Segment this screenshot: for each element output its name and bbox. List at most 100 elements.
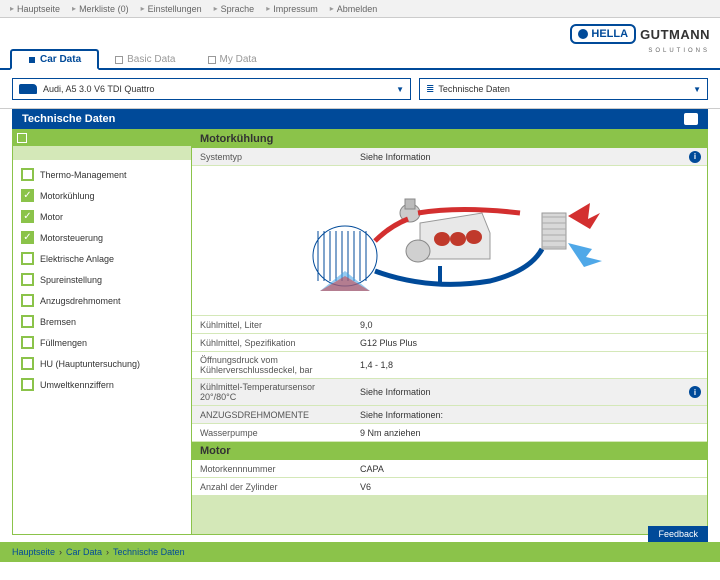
checkbox[interactable]: [21, 315, 34, 328]
chevron-down-icon: ▼: [396, 85, 404, 94]
top-nav: HauptseiteMerkliste (0)EinstellungenSpra…: [0, 0, 720, 18]
data-row: ANZUGSDREHMOMENTESiehe Informationen:: [192, 406, 707, 424]
category-label: Anzugsdrehmoment: [40, 296, 121, 306]
tab-icon: [28, 56, 36, 64]
row-value: Siehe Information: [352, 384, 689, 400]
category-item[interactable]: Bremsen: [13, 311, 191, 332]
category-item[interactable]: HU (Hauptuntersuchung): [13, 353, 191, 374]
header: HELLA GUTMANN SOLUTIONS: [0, 18, 720, 50]
tab-car-data[interactable]: Car Data: [10, 49, 99, 70]
selector-row: Audi, A5 3.0 V6 TDI Quattro ▼ ≣ Technisc…: [0, 70, 720, 109]
checkbox[interactable]: ✓: [21, 189, 34, 202]
row-label: Kühlmittel, Liter: [192, 317, 352, 333]
data-row: Anzahl der ZylinderV6: [192, 478, 707, 496]
checkbox[interactable]: [21, 168, 34, 181]
row-value: Siehe Information: [352, 149, 689, 165]
topnav-item[interactable]: Merkliste (0): [66, 4, 135, 14]
category-item[interactable]: Füllmengen: [13, 332, 191, 353]
checkbox[interactable]: [21, 252, 34, 265]
checkbox[interactable]: [21, 357, 34, 370]
checkbox[interactable]: [21, 378, 34, 391]
info-icon[interactable]: i: [689, 386, 701, 398]
category-item[interactable]: Anzugsdrehmoment: [13, 290, 191, 311]
hella-logo: HELLA: [570, 24, 636, 44]
category-label: Motorsteuerung: [40, 233, 103, 243]
data-row: Kühlmittel-Temperatursensor 20°/80°CSieh…: [192, 379, 707, 406]
row-label: Systemtyp: [192, 149, 352, 165]
breadcrumb-separator: ›: [106, 547, 109, 557]
category-item[interactable]: Spureinstellung: [13, 269, 191, 290]
category-item[interactable]: Umweltkennziffern: [13, 374, 191, 395]
datatype-selector-text: Technische Daten: [438, 84, 693, 94]
feedback-button[interactable]: Feedback: [648, 526, 708, 542]
data-row: Öffnungsdruck vom Kühlerverschlussdeckel…: [192, 352, 707, 379]
checkbox[interactable]: ✓: [21, 231, 34, 244]
book-icon: ≣: [426, 84, 434, 95]
sidebar-header: [13, 130, 191, 146]
tab-basic-data[interactable]: Basic Data: [99, 51, 191, 68]
topnav-item[interactable]: Sprache: [208, 4, 261, 14]
row-value: Siehe Informationen:: [352, 407, 707, 423]
topnav-item[interactable]: Abmelden: [324, 4, 384, 14]
category-item[interactable]: Elektrische Anlage: [13, 248, 191, 269]
collapse-icon[interactable]: [17, 133, 27, 143]
vehicle-selector-text: Audi, A5 3.0 V6 TDI Quattro: [43, 84, 396, 94]
category-sidebar: Thermo-Management✓Motorkühlung✓Motor✓Mot…: [12, 129, 192, 535]
row-value: G12 Plus Plus: [352, 335, 707, 351]
breadcrumb-item[interactable]: Technische Daten: [113, 547, 185, 557]
category-label: HU (Hauptuntersuchung): [40, 359, 140, 369]
breadcrumb-bar: Hauptseite › Car Data › Technische Daten: [0, 542, 720, 562]
data-row: Kühlmittel, SpezifikationG12 Plus Plus: [192, 334, 707, 352]
tab-icon: [208, 56, 216, 64]
category-label: Bremsen: [40, 317, 76, 327]
datatype-selector[interactable]: ≣ Technische Daten ▼: [419, 78, 708, 100]
cooling-system-diagram: [192, 166, 707, 316]
row-label: Öffnungsdruck vom Kühlerverschlussdeckel…: [192, 352, 352, 378]
breadcrumb-item[interactable]: Hauptseite: [12, 547, 55, 557]
gutmann-logo: GUTMANN: [640, 27, 710, 42]
checkbox[interactable]: [21, 336, 34, 349]
topnav-item[interactable]: Einstellungen: [135, 4, 208, 14]
category-item[interactable]: ✓Motor: [13, 206, 191, 227]
category-label: Motorkühlung: [40, 191, 95, 201]
topnav-item[interactable]: Impressum: [260, 4, 324, 14]
row-value: CAPA: [352, 461, 707, 477]
breadcrumb-item[interactable]: Car Data: [66, 547, 102, 557]
tab-label: My Data: [220, 54, 257, 65]
panel-titlebar: Technische Daten: [12, 109, 708, 129]
category-item[interactable]: Thermo-Management: [13, 164, 191, 185]
tab-my-data[interactable]: My Data: [192, 51, 273, 68]
row-label: ANZUGSDREHMOMENTE: [192, 407, 352, 423]
checkbox[interactable]: [21, 273, 34, 286]
row-label: Kühlmittel-Temperatursensor 20°/80°C: [192, 379, 352, 405]
data-row: Wasserpumpe9 Nm anziehen: [192, 424, 707, 442]
section-header: Motor: [192, 442, 707, 460]
section-header: Motorkühlung: [192, 130, 707, 148]
data-row: MotorkennnummerCAPA: [192, 460, 707, 478]
category-label: Elektrische Anlage: [40, 254, 114, 264]
row-label: Motorkennnummer: [192, 461, 352, 477]
topnav-item[interactable]: Hauptseite: [4, 4, 66, 14]
category-label: Spureinstellung: [40, 275, 102, 285]
tab-label: Car Data: [40, 54, 81, 65]
print-icon[interactable]: [684, 113, 698, 125]
info-icon[interactable]: i: [689, 151, 701, 163]
row-value: 1,4 - 1,8: [352, 357, 707, 373]
brand-subtitle: SOLUTIONS: [648, 48, 710, 54]
category-label: Umweltkennziffern: [40, 380, 114, 390]
checkbox[interactable]: [21, 294, 34, 307]
chevron-down-icon: ▼: [693, 85, 701, 94]
checkbox[interactable]: ✓: [21, 210, 34, 223]
content-panel[interactable]: MotorkühlungSystemtypSiehe InformationiK…: [192, 129, 708, 535]
main-area: Thermo-Management✓Motorkühlung✓Motor✓Mot…: [0, 129, 720, 535]
main-tabs: Car Data Basic Data My Data: [0, 50, 720, 70]
category-label: Thermo-Management: [40, 170, 127, 180]
category-label: Füllmengen: [40, 338, 87, 348]
data-row: SystemtypSiehe Informationi: [192, 148, 707, 166]
tab-icon: [115, 56, 123, 64]
vehicle-selector[interactable]: Audi, A5 3.0 V6 TDI Quattro ▼: [12, 78, 411, 100]
car-icon: [19, 84, 37, 94]
category-item[interactable]: ✓ Motorkühlung: [13, 185, 191, 206]
breadcrumb-separator: ›: [59, 547, 62, 557]
category-item[interactable]: ✓ Motorsteuerung: [13, 227, 191, 248]
